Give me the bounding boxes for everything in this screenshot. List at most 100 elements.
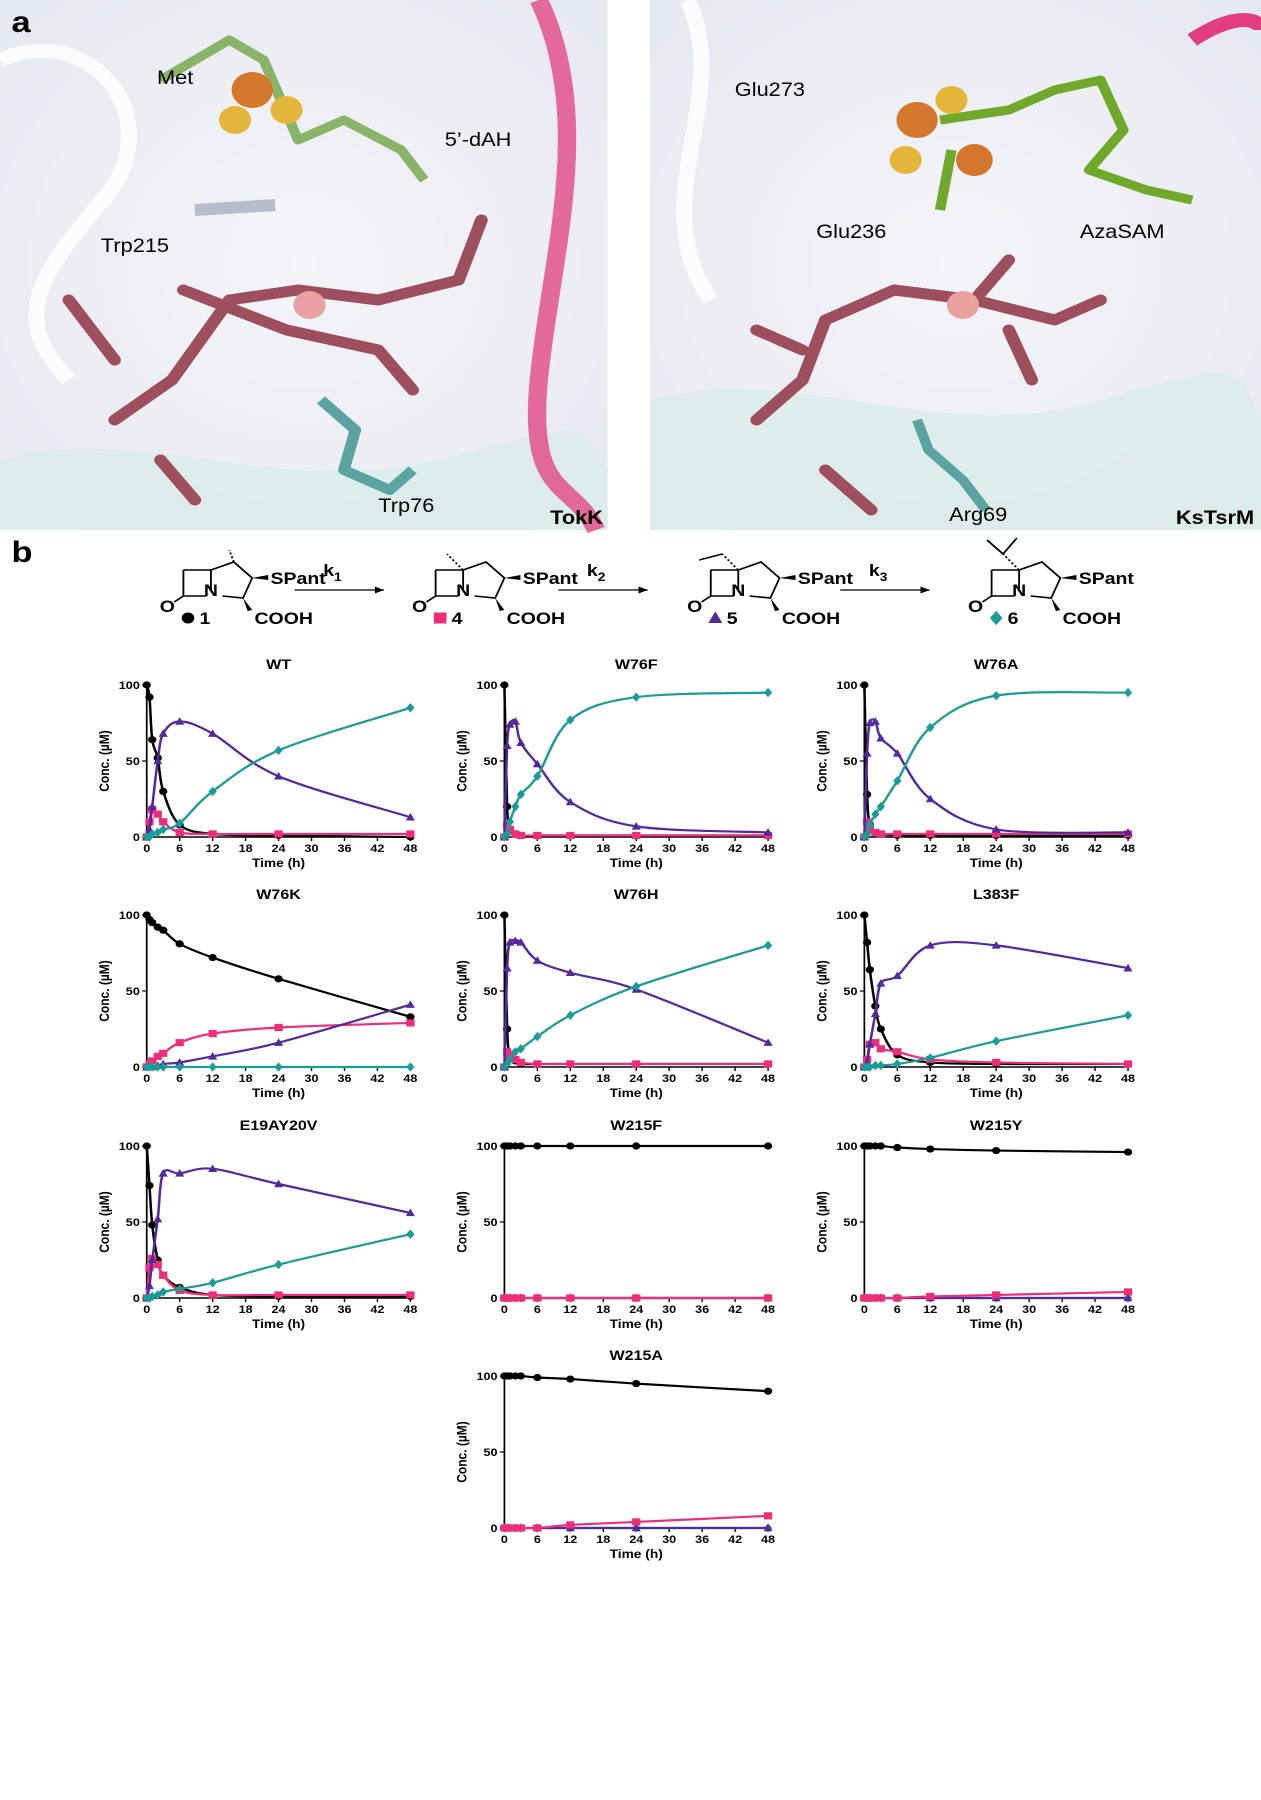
x-axis-label: Time (h) [610, 1086, 663, 1100]
data-point [763, 687, 773, 698]
data-point [208, 729, 218, 737]
data-point [148, 1221, 157, 1229]
data-point [510, 717, 520, 725]
x-tick-label: 36 [1055, 842, 1069, 855]
reaction-arrowhead [920, 586, 930, 594]
data-point [505, 720, 515, 728]
data-point [208, 1062, 217, 1072]
x-tick-label: 42 [370, 1072, 384, 1085]
y-tick-label: 0 [490, 1061, 497, 1074]
rate-constant: k3 [869, 560, 887, 584]
data-point [992, 1146, 1001, 1155]
x-tick-label: 0 [861, 842, 868, 855]
x-tick-label: 30 [662, 1533, 676, 1546]
x-tick-label: 42 [370, 842, 384, 855]
data-point [175, 1039, 184, 1047]
data-point [148, 829, 157, 839]
chart-title: W76K [256, 887, 301, 903]
data-point [566, 1142, 575, 1150]
chart-title: W76A [974, 657, 1019, 673]
x-tick-label: 48 [403, 1303, 417, 1316]
data-point [153, 1062, 162, 1072]
data-point [533, 1524, 542, 1532]
x-tick-label: 12 [563, 842, 577, 855]
data-point [631, 1523, 641, 1532]
data-point [926, 830, 935, 838]
structure-bond [986, 537, 1018, 555]
x-tick-label: 24 [272, 842, 286, 855]
data-point [862, 790, 872, 799]
data-point [406, 1229, 415, 1239]
data-point [406, 703, 415, 713]
x-tick-label: 42 [1088, 842, 1102, 855]
data-point [862, 818, 872, 826]
x-tick-label: 18 [596, 1072, 610, 1085]
data-point [632, 831, 641, 840]
data-point [992, 1058, 1001, 1067]
data-point [893, 1048, 902, 1056]
y-tick-label: 100 [119, 1140, 140, 1153]
data-point [862, 938, 872, 946]
data-point [516, 1058, 526, 1067]
data-point [500, 911, 509, 919]
x-tick-label: 24 [629, 842, 643, 855]
x-tick-label: 6 [534, 1533, 541, 1546]
x-tick-label: 18 [239, 842, 253, 855]
x-tick-label: 36 [695, 1533, 709, 1546]
data-point [876, 1142, 885, 1150]
data-point [631, 822, 641, 830]
data-point [406, 830, 415, 838]
data-point [566, 1010, 575, 1020]
structure-bond [721, 553, 739, 571]
compound-marker [708, 611, 723, 623]
rate-symbol: k [323, 560, 335, 580]
data-point [406, 1062, 415, 1072]
substituent-label: SPant [1079, 568, 1134, 588]
data-point [405, 812, 415, 821]
data-point [406, 1291, 415, 1299]
data-point [871, 1060, 880, 1071]
data-point [926, 1292, 935, 1301]
residue-label: 5’-dAH [445, 130, 512, 150]
x-tick-label: 24 [629, 1072, 643, 1085]
x-tick-label: 36 [337, 1303, 351, 1316]
structure-bond [699, 553, 723, 561]
data-point [274, 830, 283, 838]
data-point [274, 1259, 283, 1270]
data-point [274, 1038, 284, 1046]
x-tick-label: 12 [206, 1303, 220, 1316]
data-point [865, 1039, 875, 1048]
data-point [505, 817, 515, 827]
x-tick-label: 42 [728, 842, 742, 855]
data-point [510, 936, 520, 945]
y-tick-label: 0 [850, 1061, 857, 1074]
data-point [566, 715, 575, 725]
y-tick-label: 100 [476, 1370, 497, 1383]
x-tick-label: 30 [305, 842, 319, 855]
data-point [516, 1294, 526, 1302]
y-tick-label: 50 [483, 985, 497, 998]
x-tick-label: 18 [956, 842, 970, 855]
panel-a-right-image [649, 0, 1261, 530]
atom-label: N [204, 580, 218, 600]
data-point [175, 1169, 185, 1177]
data-point [274, 1062, 283, 1072]
x-axis-label: Time (h) [970, 1086, 1023, 1100]
y-tick-label: 100 [476, 679, 497, 692]
residue-label: AzaSAM [1080, 222, 1165, 242]
data-point [516, 738, 526, 746]
y-tick-label: 0 [133, 1292, 140, 1305]
data-point [148, 1062, 157, 1072]
data-point [893, 1143, 902, 1152]
data-point [505, 1054, 515, 1065]
x-tick-label: 12 [563, 1533, 577, 1546]
data-point [533, 1373, 542, 1382]
data-point [208, 830, 217, 838]
x-tick-label: 0 [143, 1072, 150, 1085]
structure-wedge [243, 598, 253, 611]
data-point [406, 1019, 415, 1027]
fit-curve [145, 1145, 411, 1298]
data-point [632, 1380, 641, 1388]
rate-index: 1 [334, 570, 342, 584]
data-point [511, 1524, 520, 1532]
